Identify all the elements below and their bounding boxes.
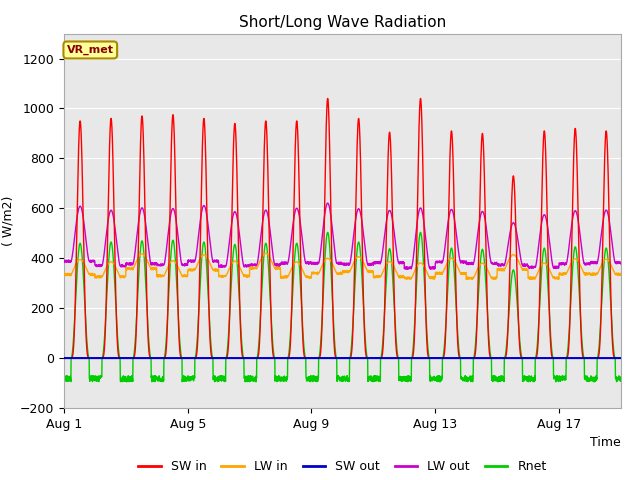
Title: Short/Long Wave Radiation: Short/Long Wave Radiation — [239, 15, 446, 30]
Text: VR_met: VR_met — [67, 45, 114, 55]
Y-axis label: ( W/m2): ( W/m2) — [1, 196, 14, 246]
Legend: SW in, LW in, SW out, LW out, Rnet: SW in, LW in, SW out, LW out, Rnet — [133, 456, 552, 479]
X-axis label: Time: Time — [590, 436, 621, 449]
